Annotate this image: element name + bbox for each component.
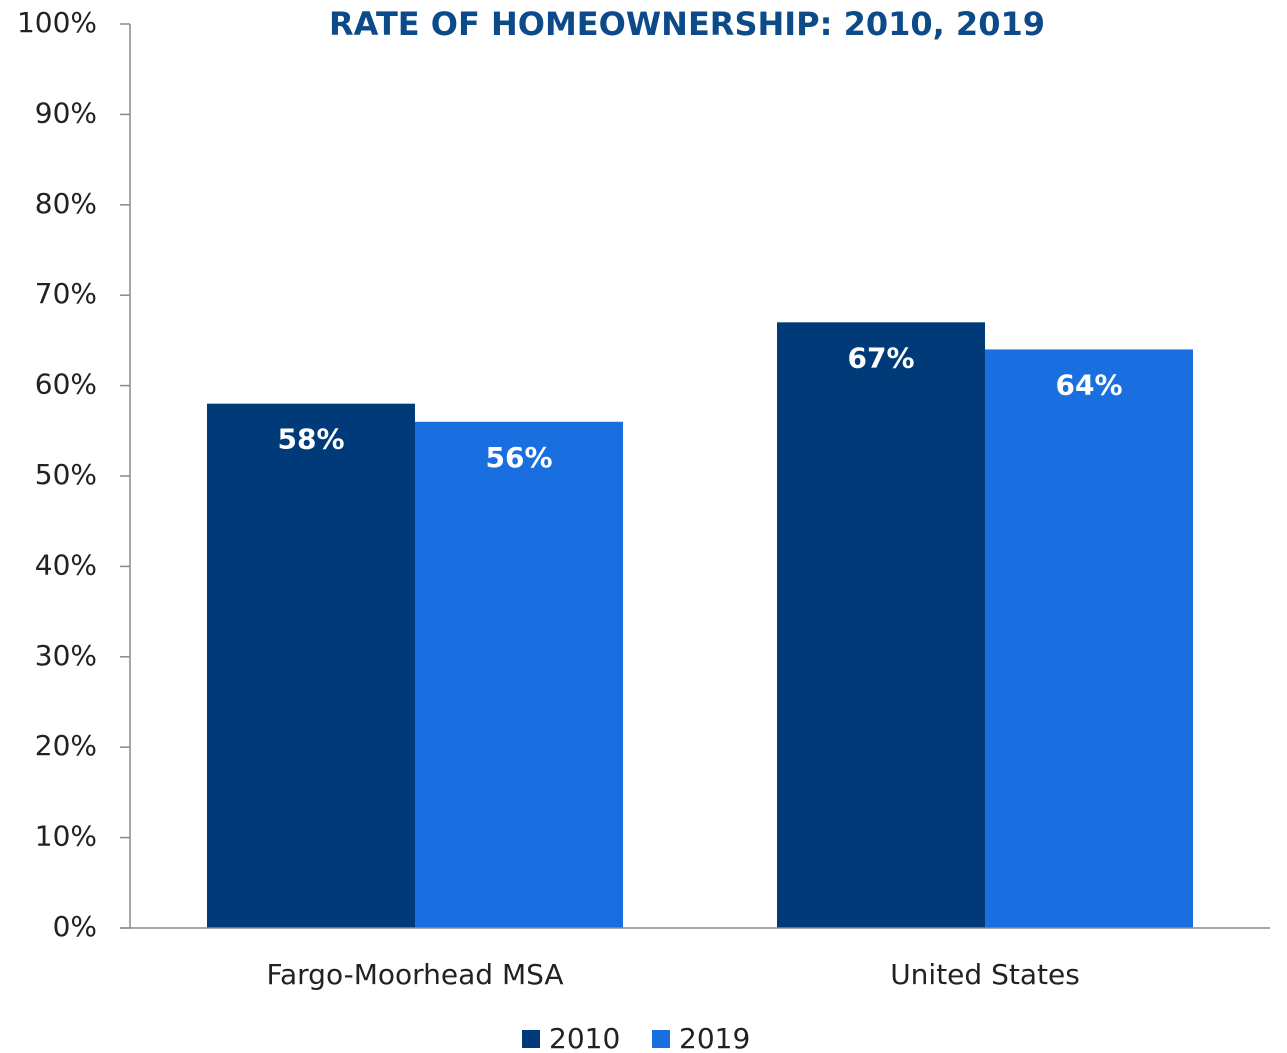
value-label: 64%: [1055, 368, 1122, 401]
y-tick-label: 30%: [35, 639, 97, 672]
y-tick-label: 0%: [53, 910, 97, 943]
y-tick-label: 10%: [35, 820, 97, 853]
chart-title: RATE OF HOMEOWNERSHIP: 2010, 2019: [329, 5, 1045, 43]
legend-swatch: [652, 1030, 670, 1048]
bar: [985, 349, 1193, 928]
bar: [777, 322, 985, 928]
y-tick-label: 60%: [35, 368, 97, 401]
y-tick-label: 50%: [35, 458, 97, 491]
y-tick-label: 90%: [35, 96, 97, 129]
y-tick-label: 70%: [35, 277, 97, 310]
bar: [207, 403, 415, 928]
x-tick-label: United States: [890, 958, 1080, 991]
legend-label: 2010: [549, 1022, 620, 1053]
value-label: 56%: [485, 441, 552, 474]
y-tick-label: 40%: [35, 548, 97, 581]
value-label: 58%: [277, 423, 344, 456]
x-tick-label: Fargo-Moorhead MSA: [266, 958, 563, 991]
bar: [415, 421, 623, 928]
y-tick-label: 20%: [35, 729, 97, 762]
legend-label: 2019: [679, 1022, 750, 1053]
y-tick-label: 100%: [17, 6, 97, 39]
y-tick-label: 80%: [35, 187, 97, 220]
legend-swatch: [522, 1030, 540, 1048]
value-label: 67%: [847, 341, 914, 374]
